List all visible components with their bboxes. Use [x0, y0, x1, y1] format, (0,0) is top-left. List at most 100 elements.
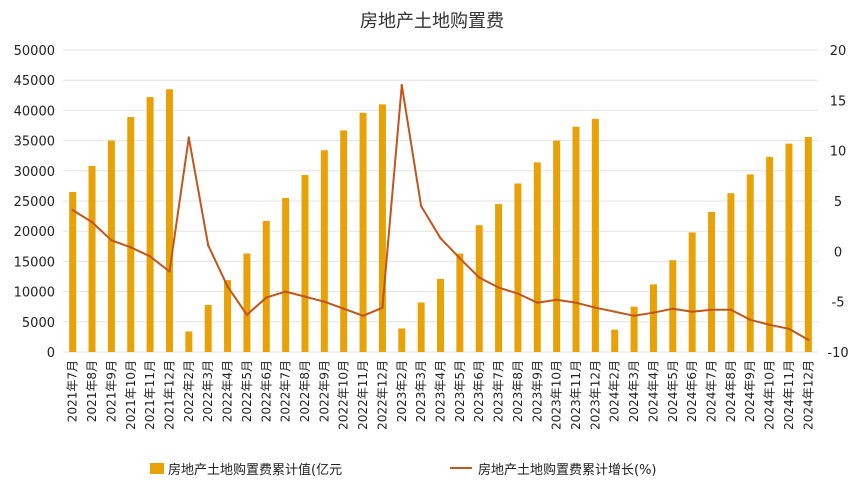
line-point — [206, 244, 210, 247]
bar — [340, 130, 348, 352]
x-axis-tick-label: 2022年12月 — [375, 360, 389, 430]
left-axis-tick-label: 0 — [47, 346, 55, 361]
bar — [359, 112, 367, 352]
bar-series — [69, 89, 812, 352]
x-axis-tick-label: 2024年3月 — [627, 360, 641, 422]
line-point — [439, 237, 442, 240]
line-point — [671, 307, 675, 310]
left-axis-tick-label: 15000 — [14, 255, 55, 270]
bar — [224, 280, 232, 352]
x-axis-tick-label: 2023年11月 — [569, 360, 583, 430]
x-axis-tick-label: 2023年6月 — [472, 360, 486, 422]
left-axis-ticks: 0 5000 10000 15000 20000 25000 30000 35000 40000… — [14, 44, 55, 361]
chart-title: 房地产土地购置费 — [360, 11, 504, 32]
bar — [611, 329, 619, 352]
line-point — [323, 300, 326, 303]
x-axis-tick-label: 2022年6月 — [259, 360, 273, 422]
bar — [572, 126, 580, 352]
line-point — [574, 301, 578, 304]
x-axis-tick-label: 2024年6月 — [685, 360, 699, 422]
bar — [165, 89, 173, 352]
line-point — [807, 338, 810, 342]
x-axis-ticks: 2021年7月 2021年8月 2021年9月 2021年10月 2021年11月 202… — [66, 360, 816, 430]
bar — [204, 304, 212, 352]
bar — [456, 253, 464, 352]
bar — [785, 143, 793, 352]
x-axis-tick-label: 2023年10月 — [550, 360, 564, 430]
line-point — [458, 257, 462, 260]
right-axis-tick-label: 0 — [834, 245, 842, 260]
line-point — [400, 84, 403, 87]
x-axis-tick-label: 2023年3月 — [414, 360, 428, 422]
line-point — [187, 136, 191, 139]
line-point — [555, 298, 558, 301]
line-point — [71, 208, 74, 212]
bar — [243, 253, 251, 352]
bar — [88, 165, 96, 352]
x-axis-tick-label: 2021年12月 — [162, 360, 176, 430]
line-point — [497, 286, 500, 289]
line-point — [226, 285, 229, 288]
line-point — [110, 239, 113, 242]
bar — [301, 175, 309, 352]
bar — [746, 174, 754, 352]
left-axis-tick-label: 25000 — [14, 195, 55, 210]
left-axis-tick-label: 45000 — [14, 74, 55, 89]
left-axis-tick-label: 20000 — [14, 225, 55, 240]
line-point — [729, 308, 733, 311]
line-point — [168, 270, 171, 273]
x-axis-tick-label: 2022年4月 — [221, 360, 235, 422]
bar — [708, 211, 716, 352]
line-point — [594, 306, 597, 309]
line-series — [71, 84, 810, 342]
x-axis-tick-label: 2024年4月 — [646, 360, 660, 422]
x-axis-tick-label: 2022年11月 — [356, 360, 370, 430]
line-point — [536, 301, 539, 304]
right-axis-tick-label: 5 — [834, 195, 842, 210]
x-axis-tick-label: 2021年7月 — [66, 360, 80, 422]
bar — [553, 140, 561, 352]
line-point — [342, 307, 345, 310]
x-axis-tick-label: 2022年3月 — [201, 360, 215, 422]
line-point — [632, 314, 636, 317]
x-axis-tick-label: 2023年7月 — [492, 360, 506, 422]
x-axis-tick-label: 2024年12月 — [801, 360, 815, 430]
bar — [766, 156, 774, 352]
line-point — [419, 204, 423, 208]
x-axis-tick-label: 2024年5月 — [666, 360, 680, 422]
bar — [514, 183, 522, 352]
line-point — [787, 327, 791, 331]
line-point — [90, 220, 94, 224]
x-axis-tick-label: 2021年11月 — [143, 360, 157, 430]
line-point — [613, 310, 616, 313]
line-point — [381, 306, 384, 309]
left-axis-tick-label: 40000 — [14, 104, 55, 119]
right-axis-tick-label: -5 — [832, 296, 845, 311]
x-axis-tick-label: 2022年7月 — [279, 360, 293, 422]
x-axis-tick-label: 2022年2月 — [182, 360, 196, 422]
x-axis-tick-label: 2024年10月 — [763, 360, 777, 430]
line-point — [303, 295, 307, 298]
bar — [262, 220, 270, 352]
x-axis-tick-label: 2022年8月 — [298, 360, 312, 422]
bar — [146, 97, 154, 352]
x-axis-tick-label: 2024年11月 — [782, 360, 796, 430]
right-axis-tick-label: 10 — [830, 145, 847, 160]
x-axis-tick-label: 2023年2月 — [395, 360, 409, 422]
bar — [69, 191, 77, 352]
legend-bar-swatch — [150, 463, 164, 474]
x-axis-tick-label: 2022年5月 — [240, 360, 254, 422]
x-axis-tick-label: 2024年2月 — [608, 360, 622, 422]
bar — [282, 197, 290, 352]
bar — [669, 260, 677, 352]
x-axis-tick-label: 2023年9月 — [530, 360, 544, 422]
bar — [533, 162, 541, 352]
line-point — [478, 276, 481, 279]
line-point — [652, 311, 655, 314]
bar — [495, 204, 503, 352]
x-axis-tick-label: 2024年8月 — [724, 360, 738, 422]
right-axis-tick-label: -10 — [827, 346, 848, 361]
line-point — [516, 292, 520, 295]
bar — [591, 118, 599, 352]
bar — [107, 140, 115, 352]
